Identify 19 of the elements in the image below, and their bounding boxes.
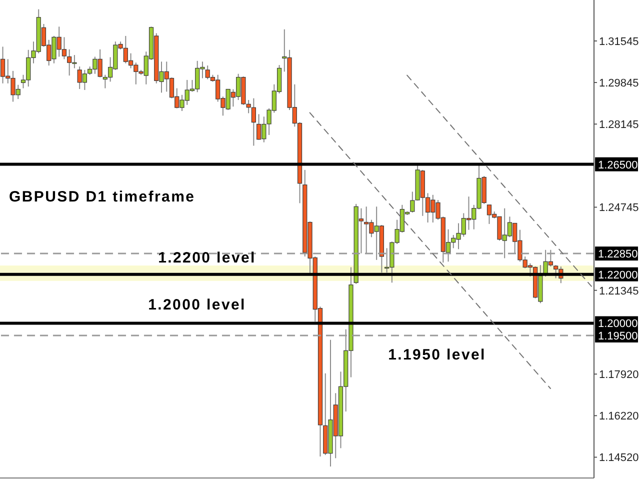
y-tick-label: 1.16220 <box>599 410 639 423</box>
annotation: 1.2000 level <box>148 296 246 314</box>
ref-line-label: 1.19500 <box>598 330 638 342</box>
annotation: 1.2200 level <box>158 250 256 266</box>
annotation: 1.1950 level <box>388 346 486 364</box>
y-tick-label: 1.21345 <box>599 285 639 298</box>
y-tick-label: 1.24745 <box>599 202 639 214</box>
candlestick <box>251 98 256 146</box>
y-tick-label: 1.17920 <box>599 368 639 381</box>
y-tick-label: 1.29845 <box>599 77 639 90</box>
candlestick <box>246 100 251 114</box>
ref-line-label: 1.20000 <box>598 318 638 330</box>
y-tick-label: 1.14520 <box>599 452 639 464</box>
y-tick-label: 1.28145 <box>599 118 639 131</box>
ref-line-label: 1.22000 <box>598 269 638 282</box>
y-tick-label: 1.31545 <box>599 36 639 48</box>
text: GBPUSD D1 timeframe <box>9 188 196 206</box>
ref-line-label: 1.22850 <box>598 248 638 261</box>
ref-line-label: 1.26500 <box>598 159 638 172</box>
